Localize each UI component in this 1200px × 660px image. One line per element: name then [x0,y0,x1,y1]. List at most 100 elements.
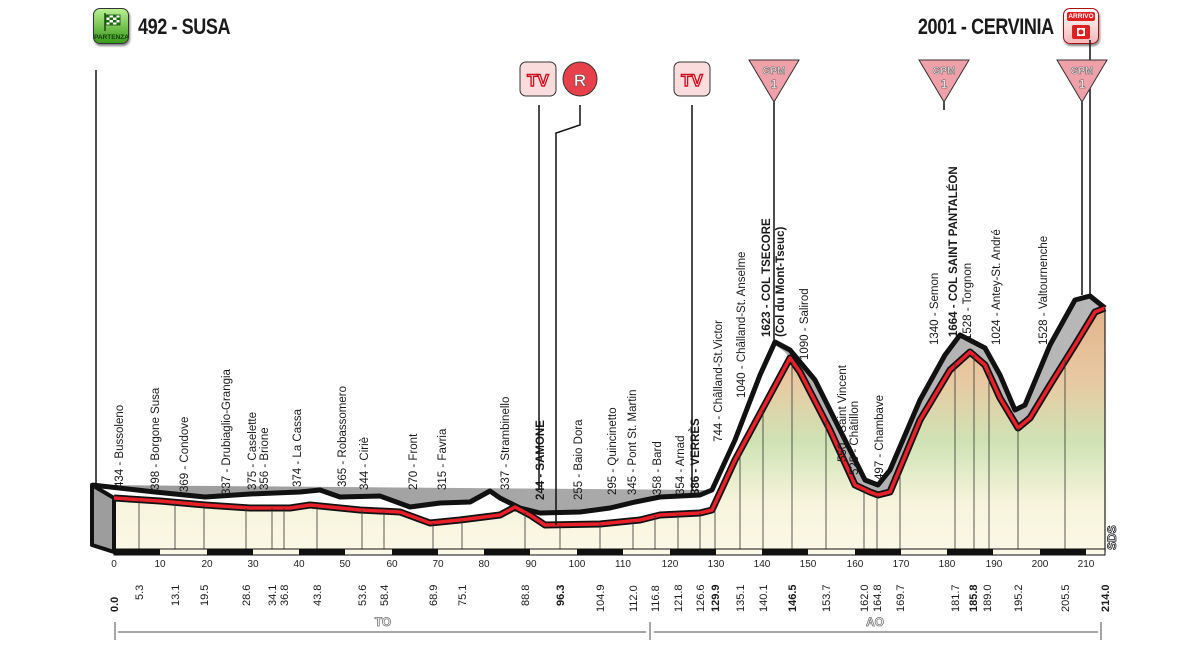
svg-text:180: 180 [939,559,956,570]
place-label: 337 - Drubiaglio-Grangia [221,368,233,495]
place-label: 374 - La Cassa [292,408,304,487]
tv-marker: TV [673,61,711,97]
svg-text:75.1: 75.1 [457,585,469,606]
svg-text:205.5: 205.5 [1060,584,1072,612]
point-dropline-group [138,355,1066,552]
place-label: 550 - Saint Vincent [837,364,849,462]
svg-text:40: 40 [293,559,305,570]
place-label: 270 - Front [408,433,420,490]
svg-text:88.8: 88.8 [520,585,532,606]
place-label: 375 - Caselette [247,412,259,490]
svg-text:R: R [574,71,586,90]
svg-text:GPM: GPM [763,66,786,77]
km-labels: 0.0 5.3 13.1 19.5 28.6 34.1 36.8 43.8 53… [109,584,1112,612]
svg-text:181.7: 181.7 [950,584,962,612]
tv-marker: TV [519,61,557,97]
svg-text:50: 50 [339,559,351,570]
region-label-to: TO [375,615,391,629]
svg-text:153.7: 153.7 [821,584,833,612]
place-label: 1528 - Valtournenche [1038,236,1050,345]
place-label: 744 - Châlland-St.Victor [713,320,725,442]
svg-text:185.8: 185.8 [968,584,980,612]
svg-text:13.1: 13.1 [170,585,182,606]
svg-text:43.8: 43.8 [312,585,324,606]
place-label-sub: (Col du Mont-Tseuc) [775,227,787,337]
svg-text:126.6: 126.6 [695,584,707,612]
svg-text:30: 30 [247,559,259,570]
svg-text:140.1: 140.1 [758,584,770,612]
place-label: 386 - VERRÈS [689,418,702,495]
svg-text:GPM: GPM [1071,66,1094,77]
svg-text:100: 100 [569,559,586,570]
place-label: 356 - Brione [259,427,271,490]
place-label: 244 - SAMONE [535,420,547,500]
svg-text:20: 20 [201,559,213,570]
profile-top-outline [91,293,1107,516]
svg-text:104.9: 104.9 [595,584,607,612]
place-label: 497 - Chambave [874,395,886,480]
svg-text:189.0: 189.0 [982,584,994,612]
partenza-badge: PARTENZA [93,8,129,44]
svg-text:0.0: 0.0 [109,597,121,612]
region-label-ao: AO [866,615,884,629]
place-label: 295 - Quincinetto [607,407,619,495]
sds-watermark: SDS [1105,525,1119,550]
place-label: 354 - Arnad [675,436,687,495]
finish-title: 2001 - CERVINIA [918,14,1054,39]
svg-text:146.5: 146.5 [787,584,799,612]
place-label: 398 - Borgone Susa [150,387,162,490]
svg-text:195.2: 195.2 [1013,584,1025,612]
svg-text:TV: TV [527,71,549,90]
place-label: 1623 - COL TSECORE [761,218,773,337]
svg-text:10: 10 [154,559,166,570]
svg-text:190: 190 [986,559,1003,570]
svg-text:GPM: GPM [933,66,956,77]
svg-text:5.3: 5.3 [134,585,146,600]
r-marker: R [562,61,598,97]
svg-text:60: 60 [386,559,398,570]
svg-text:130: 130 [708,559,725,570]
svg-text:169.7: 169.7 [895,584,907,612]
svg-text:160: 160 [847,559,864,570]
start-title: 492 - SUSA [138,14,231,39]
gpm-marker: GPM 1 [1056,59,1108,103]
svg-text:1: 1 [771,77,778,91]
svg-text:120: 120 [662,559,679,570]
svg-text:80: 80 [478,559,490,570]
svg-text:214.0: 214.0 [1100,584,1112,612]
place-label: 525 - Châtillon [849,401,861,475]
svg-text:200: 200 [1032,559,1049,570]
arrivo-finish-icon [1072,25,1090,39]
place-label: 358 - Bard [652,441,664,495]
svg-text:90: 90 [525,559,537,570]
x-axis-ticks: 0 10 20 30 40 50 60 70 80 90 100 110 120 130 14… [111,559,1095,570]
svg-text:210: 210 [1078,559,1095,570]
svg-text:19.5: 19.5 [199,585,211,606]
arrivo-label: ARRIVO [1068,13,1094,20]
svg-text:58.4: 58.4 [379,585,391,606]
svg-text:116.8: 116.8 [650,585,662,612]
svg-text:1: 1 [1079,77,1086,91]
svg-text:170: 170 [893,559,910,570]
svg-text:129.9: 129.9 [710,584,722,612]
gpm-marker: GPM 1 [748,59,800,103]
place-label: 344 - Ciriè [359,437,371,490]
svg-text:150: 150 [800,559,817,570]
place-labels: 434 - Bussoleno 398 - Borgone Susa 369 -… [114,166,1050,500]
profile-left-face [90,483,116,554]
svg-text:96.3: 96.3 [555,585,567,606]
svg-text:112.0: 112.0 [628,585,640,612]
place-label: 1024 - Antey-St. André [991,229,1003,345]
place-label: 1528 - Torgnon [962,263,974,340]
checkered-flag-icon [104,13,121,31]
place-label: 434 - Bussoleno [114,405,126,488]
place-label: 255 - Baio Dora [573,419,585,500]
gpm-marker: GPM 1 [918,59,970,103]
svg-text:110: 110 [615,559,631,570]
place-label: 365 - Robassomero [337,386,349,487]
place-label: 1340 - Semon [929,273,941,345]
svg-text:36.8: 36.8 [279,585,291,606]
place-label: 369 - Condove [179,417,191,492]
place-label: 315 - Favria [437,428,449,490]
